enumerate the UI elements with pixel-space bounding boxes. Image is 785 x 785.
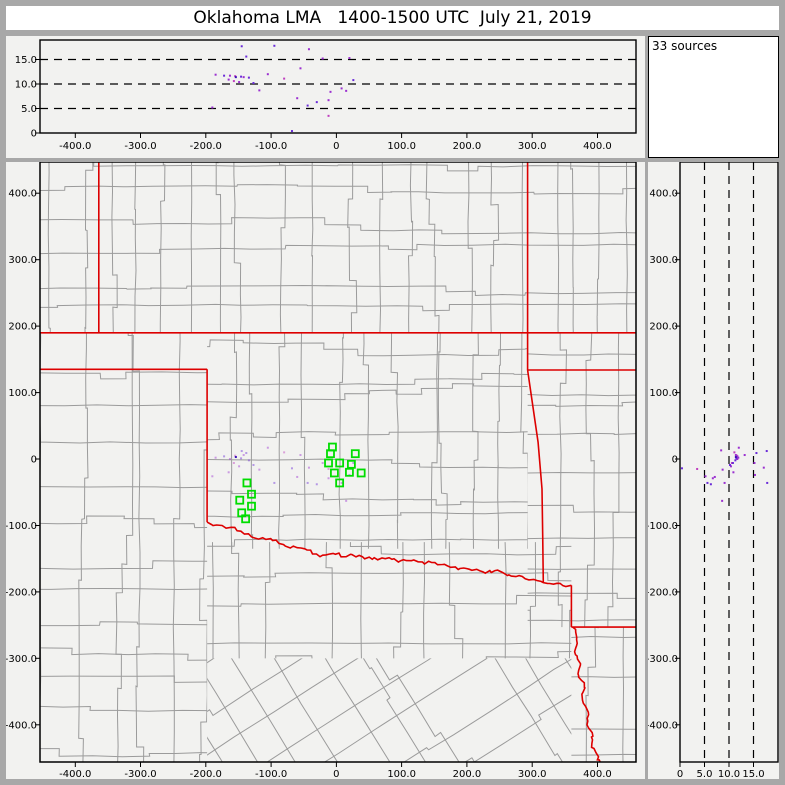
lma-station-marker (247, 501, 256, 511)
svg-text:100.0: 100.0 (8, 388, 37, 399)
plan-view-map-panel[interactable]: -400.0 -400.0 -300.0 -300.0 -200.0 -200.0 -100… (6, 162, 645, 779)
lma-station-marker (326, 449, 335, 459)
svg-text:400.0: 400.0 (649, 189, 678, 200)
svg-text:10.0: 10.0 (15, 80, 37, 91)
svg-text:-100.0: -100.0 (255, 141, 287, 152)
lma-station-marker (345, 467, 354, 477)
lma-station-marker (356, 468, 366, 478)
svg-text:-300.0: -300.0 (648, 654, 678, 665)
svg-text:-200.0: -200.0 (648, 587, 678, 598)
source-count-box: 33 sources (648, 36, 779, 158)
svg-text:100.0: 100.0 (649, 388, 678, 399)
lma-station-marker (235, 495, 245, 505)
lma-station-marker (350, 449, 360, 459)
svg-text:400.0: 400.0 (8, 189, 37, 200)
svg-text:100.0: 100.0 (387, 769, 416, 779)
lma-station-marker (242, 478, 252, 488)
svg-text:15.0: 15.0 (15, 55, 37, 66)
svg-text:300.0: 300.0 (518, 769, 547, 779)
svg-text:0: 0 (333, 769, 339, 779)
svg-text:0: 0 (333, 141, 339, 152)
svg-text:15.0: 15.0 (742, 769, 764, 779)
svg-text:-400.0: -400.0 (59, 141, 91, 152)
svg-text:200.0: 200.0 (8, 322, 37, 333)
svg-text:5.0: 5.0 (697, 769, 713, 779)
svg-text:-100.0: -100.0 (648, 521, 678, 532)
svg-text:-300.0: -300.0 (6, 654, 37, 665)
lma-station-marker (330, 468, 339, 478)
svg-text:200.0: 200.0 (453, 769, 482, 779)
svg-text:300.0: 300.0 (649, 255, 678, 266)
altitude-ew-projection-panel[interactable]: -400.0 -300.0 -200.0 -100.0 0 100.0 200.0 300.0… (6, 36, 645, 158)
lma-station-marker (335, 458, 345, 468)
svg-text:400.0: 400.0 (583, 141, 612, 152)
svg-text:-200.0: -200.0 (190, 141, 222, 152)
svg-text:0: 0 (31, 129, 37, 140)
svg-text:300.0: 300.0 (518, 141, 547, 152)
source-count-label: 33 sources (652, 39, 718, 53)
svg-text:0: 0 (672, 455, 678, 466)
lma-station-marker (247, 489, 256, 499)
svg-text:200.0: 200.0 (453, 141, 482, 152)
svg-text:0: 0 (31, 455, 37, 466)
svg-text:0: 0 (677, 769, 683, 779)
svg-text:-400.0: -400.0 (6, 720, 37, 731)
lma-station-marker (346, 459, 356, 469)
svg-text:400.0: 400.0 (583, 769, 612, 779)
svg-text:-400.0: -400.0 (59, 769, 91, 779)
lma-station-marker (324, 458, 333, 468)
red-river-tx-ok (206, 521, 572, 588)
svg-text:-200.0: -200.0 (6, 587, 37, 598)
svg-text:-200.0: -200.0 (190, 769, 222, 779)
svg-text:200.0: 200.0 (649, 322, 678, 333)
svg-text:-400.0: -400.0 (648, 720, 678, 731)
svg-text:300.0: 300.0 (8, 255, 37, 266)
altitude-ns-projection-panel[interactable]: 0 5.0 10.0 15.0 -400.0 -300.0 -200.0 -100.0 0 100… (648, 162, 779, 779)
svg-text:10.0: 10.0 (718, 769, 740, 779)
plot-title: Oklahoma LMA 1400-1500 UTC July 21, 2019 (6, 6, 779, 30)
svg-text:-100.0: -100.0 (6, 521, 37, 532)
svg-text:5.0: 5.0 (21, 104, 37, 115)
lma-station-marker (335, 478, 345, 488)
svg-text:-300.0: -300.0 (124, 141, 156, 152)
ok-ar-border (526, 369, 545, 583)
svg-text:-100.0: -100.0 (255, 769, 287, 779)
svg-text:100.0: 100.0 (387, 141, 416, 152)
lma-station-marker (241, 514, 251, 524)
svg-text:-300.0: -300.0 (124, 769, 156, 779)
tx-la-sabine-river (572, 626, 601, 762)
